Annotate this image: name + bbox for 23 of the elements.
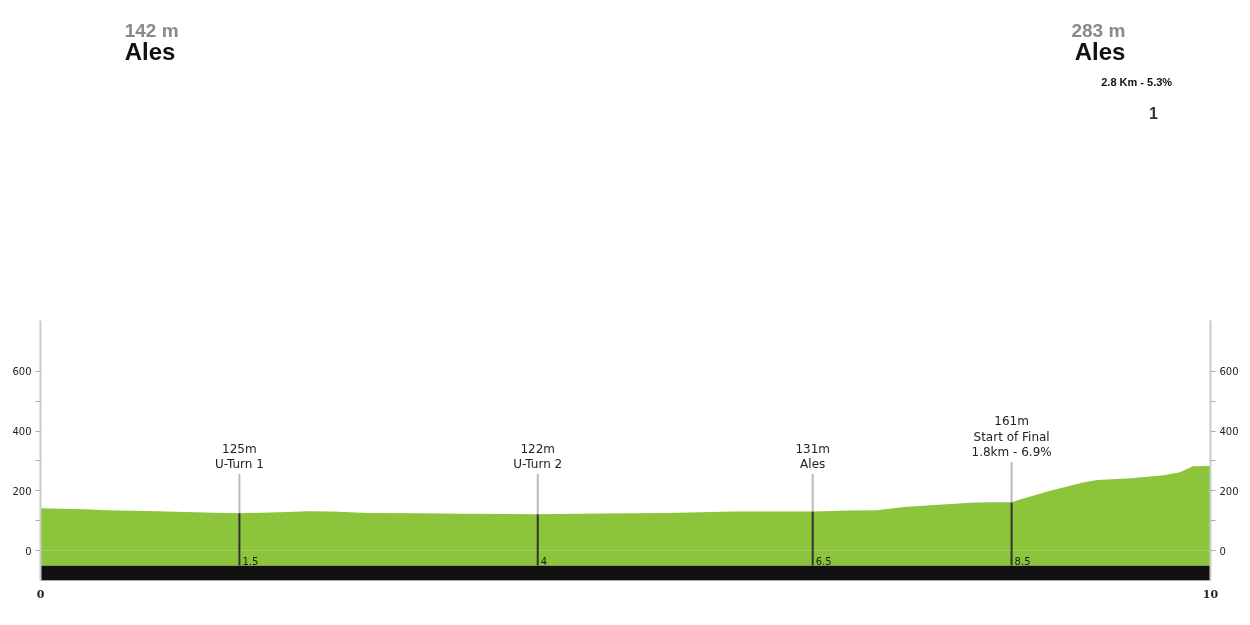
- text: 283 m: [1071, 20, 1126, 41]
- y2-tick-label: 0: [1219, 545, 1226, 557]
- y2-tick-label: 400: [1219, 426, 1239, 438]
- annotation: 122m U-Turn 2: [513, 441, 563, 471]
- y-tick-label: 0: [25, 545, 32, 557]
- y-tick-label: 600: [12, 366, 32, 378]
- annotation: 1.5: [242, 555, 259, 567]
- annotation: 131m Ales: [795, 441, 830, 471]
- annotation: 6.5: [815, 555, 832, 567]
- text: Ales: [1074, 38, 1126, 65]
- annotation: 161m Start of Final 1.8km - 6.9%: [971, 414, 1052, 460]
- text: 1: [1148, 104, 1158, 122]
- text: 2.8 Km - 5.3%: [1101, 75, 1173, 88]
- y-tick-label: 400: [12, 426, 32, 438]
- y-tick-label: 200: [12, 485, 32, 497]
- annotation: 125m U-Turn 1: [214, 441, 264, 471]
- annotation: 8.5: [1014, 555, 1031, 567]
- text: Ales: [124, 38, 176, 65]
- annotation: 4: [540, 555, 548, 567]
- y2-tick-label: 200: [1219, 485, 1239, 497]
- text: 142 m: [124, 20, 179, 41]
- x-tick-label: 10: [1202, 587, 1219, 601]
- y2-tick-label: 600: [1219, 366, 1239, 378]
